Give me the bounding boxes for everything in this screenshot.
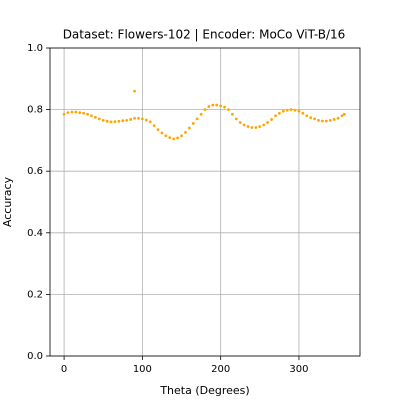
point — [78, 111, 82, 115]
point — [82, 111, 86, 115]
y-tick-label: 1.0 — [27, 43, 43, 54]
point — [156, 128, 160, 132]
point — [172, 137, 176, 141]
y-tick-label: 0.6 — [27, 166, 43, 177]
chart-title: Dataset: Flowers-102 | Encoder: MoCo ViT… — [63, 28, 346, 42]
point — [340, 114, 344, 118]
y-tick-label: 0.4 — [27, 228, 43, 239]
point — [97, 117, 101, 121]
point — [215, 103, 219, 107]
point — [274, 114, 277, 118]
point — [191, 122, 195, 125]
point — [309, 116, 313, 120]
point — [258, 125, 262, 128]
point — [117, 119, 121, 123]
point — [105, 119, 109, 123]
point — [94, 115, 97, 119]
point — [332, 118, 336, 121]
plot-frame — [49, 47, 361, 357]
point — [160, 131, 164, 135]
point — [277, 111, 281, 115]
point — [62, 112, 66, 116]
y-axis-label: Accuracy — [1, 176, 14, 227]
point — [129, 118, 133, 121]
point — [297, 109, 301, 113]
point — [227, 108, 230, 111]
y-tick-label: 0.8 — [27, 105, 43, 116]
point — [86, 112, 89, 116]
point — [199, 112, 203, 116]
y-tick-label: 0.0 — [27, 351, 43, 362]
point — [207, 105, 211, 108]
point — [223, 105, 226, 109]
point — [90, 114, 93, 118]
point — [187, 126, 191, 130]
point — [285, 108, 289, 112]
point — [301, 111, 305, 115]
y-tick-label: 0.2 — [27, 289, 43, 300]
point — [219, 104, 223, 108]
point — [195, 117, 199, 121]
x-tick-label: 0 — [61, 364, 67, 375]
x-tick-label: 200 — [211, 364, 230, 375]
point — [203, 108, 207, 111]
point — [168, 136, 172, 140]
point — [109, 120, 113, 124]
x-tick-label: 300 — [289, 364, 308, 375]
point — [242, 123, 246, 127]
point — [293, 108, 297, 112]
point — [342, 112, 346, 116]
point — [246, 125, 250, 128]
point — [140, 117, 144, 121]
point — [66, 111, 70, 115]
point — [176, 136, 180, 140]
point — [133, 116, 136, 120]
point — [262, 123, 266, 127]
point — [238, 121, 242, 124]
point — [164, 134, 168, 138]
point — [144, 118, 148, 122]
point — [230, 112, 234, 116]
point — [254, 126, 258, 129]
point — [336, 116, 340, 120]
point — [270, 118, 273, 121]
point — [125, 118, 129, 122]
point — [266, 121, 270, 124]
point — [184, 130, 187, 134]
point — [234, 117, 238, 121]
point — [305, 114, 309, 118]
point — [148, 120, 152, 124]
point — [113, 120, 117, 124]
point — [289, 108, 293, 111]
point — [317, 118, 320, 122]
point — [137, 116, 140, 120]
point — [133, 89, 136, 93]
point — [321, 119, 324, 123]
point — [328, 118, 332, 122]
point — [152, 124, 156, 128]
point — [121, 119, 125, 123]
point — [250, 126, 254, 129]
point — [313, 117, 316, 121]
point — [211, 103, 215, 107]
x-axis-label: Theta (Degrees) — [159, 384, 249, 397]
point — [101, 118, 105, 122]
x-tick-label: 100 — [133, 364, 152, 375]
point — [180, 134, 183, 138]
point — [281, 109, 285, 113]
point — [70, 110, 74, 114]
point — [74, 110, 78, 114]
point — [324, 119, 328, 123]
